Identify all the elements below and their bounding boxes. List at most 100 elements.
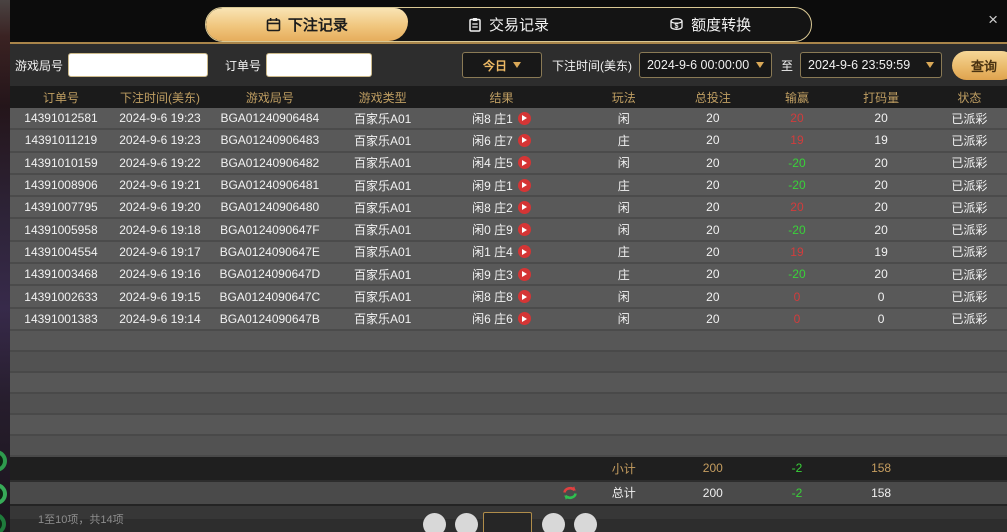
game-type: 百家乐A01 — [354, 245, 412, 260]
date-range-value: 今日 — [482, 58, 507, 73]
bet-time: 2024-9-6 19:23 — [119, 111, 201, 126]
result: 闲1 庄4 — [434, 242, 570, 262]
play-icon[interactable] — [517, 223, 531, 237]
date-to-picker[interactable]: 2024-9-6 23:59:59 — [800, 52, 942, 78]
chevron-down-icon — [926, 62, 934, 68]
tab-group: 下注记录 交易记录 $ 额度转换 — [205, 7, 812, 42]
order-number: 14391004554 — [24, 244, 98, 259]
tab-quota-transfer[interactable]: $ 额度转换 — [609, 8, 811, 41]
tab-transaction-records[interactable]: 交易记录 — [408, 8, 610, 41]
chip-icon — [0, 513, 6, 532]
round-number: BGA0124090647C — [219, 289, 321, 304]
bet-time: 2024-9-6 19:20 — [119, 200, 201, 215]
status: 已派彩 — [951, 133, 988, 148]
round-number: BGA01240906484 — [220, 111, 320, 126]
status: 已派彩 — [951, 200, 988, 215]
order-number: 14391002633 — [24, 289, 98, 304]
close-icon[interactable]: × — [988, 10, 998, 29]
col-status: 状态 — [957, 90, 982, 105]
chip-icon — [0, 450, 7, 472]
play-type: 庄 — [617, 267, 630, 282]
order-number: 14391005958 — [24, 222, 98, 237]
col-time: 下注时间(美东) — [119, 90, 200, 105]
tab-label: 额度转换 — [691, 17, 752, 34]
tab-label: 交易记录 — [489, 17, 550, 34]
play-type: 闲 — [617, 290, 630, 305]
table-row: 14391001383 2024-9-6 19:14 BGA0124090647B 百… — [10, 308, 1007, 331]
last-page-button[interactable] — [574, 512, 597, 532]
date-range-dropdown[interactable]: 今日 — [461, 52, 542, 78]
play-icon[interactable] — [517, 178, 531, 192]
win-loss: 19 — [790, 133, 804, 148]
play-icon[interactable] — [517, 267, 531, 281]
order-number: 14391001383 — [24, 311, 98, 326]
bet-time: 2024-9-6 19:18 — [119, 222, 201, 237]
play-icon[interactable] — [517, 156, 531, 170]
status: 已派彩 — [951, 267, 988, 282]
total-bet: 20 — [706, 133, 720, 148]
round-number: BGA0124090647E — [219, 244, 320, 259]
records-modal: 下注记录 交易记录 $ 额度转换 × 游戏局号 — [10, 0, 1007, 532]
col-turnover: 打码量 — [863, 90, 900, 105]
refresh-icon[interactable] — [562, 485, 578, 504]
subtotal-row: 小计 200 -2 158 — [10, 456, 1007, 480]
table-row: 14391008906 2024-9-6 19:21 BGA01240906481 百… — [10, 174, 1007, 198]
empty-row — [10, 393, 1007, 415]
tab-betting-records[interactable]: 下注记录 — [206, 8, 408, 41]
total-bet: 20 — [706, 200, 720, 215]
turnover: 20 — [874, 178, 888, 193]
total-row: 总计 200 -2 158 — [10, 481, 1007, 504]
result: 闲6 庄7 — [434, 130, 570, 150]
bet-time: 2024-9-6 19:15 — [119, 289, 201, 304]
total-bet: 20 — [706, 244, 720, 259]
turnover: 20 — [874, 200, 888, 215]
result: 闲9 庄3 — [434, 264, 570, 284]
filter-bar: 游戏局号 订单号 今日 下注时间(美东) 2024-9-6 00:00:00 至… — [10, 44, 1007, 86]
col-result: 结果 — [489, 90, 514, 105]
search-button[interactable]: 查询 — [952, 50, 1007, 80]
play-icon[interactable] — [517, 111, 531, 125]
table-row: 14391010159 2024-9-6 19:22 BGA01240906482 百… — [10, 152, 1007, 175]
result: 闲4 庄5 — [434, 153, 570, 173]
turnover: 20 — [874, 111, 888, 126]
play-type: 闲 — [617, 111, 630, 126]
bet-time: 2024-9-6 19:16 — [119, 267, 201, 282]
to-label: 至 — [780, 58, 793, 73]
bet-time: 2024-9-6 19:21 — [119, 178, 201, 193]
result: 闲8 庄2 — [434, 197, 570, 217]
game-background-strip — [0, 0, 10, 532]
table-row: 14391003468 2024-9-6 19:16 BGA0124090647D 百… — [10, 264, 1007, 287]
first-page-button[interactable] — [423, 512, 446, 532]
play-icon[interactable] — [517, 200, 531, 214]
play-icon[interactable] — [517, 133, 531, 147]
next-page-button[interactable] — [542, 512, 565, 532]
date-from-picker[interactable]: 2024-9-6 00:00:00 — [638, 52, 772, 78]
tab-bar: 下注记录 交易记录 $ 额度转换 × — [10, 0, 1007, 44]
game-type: 百家乐A01 — [354, 267, 412, 282]
win-loss: -20 — [788, 178, 806, 193]
game-type: 百家乐A01 — [354, 223, 412, 238]
play-icon[interactable] — [517, 312, 531, 326]
play-icon[interactable] — [517, 290, 531, 304]
result: 闲6 庄6 — [434, 309, 570, 329]
order-number-input[interactable] — [266, 53, 373, 77]
play-icon[interactable] — [517, 245, 531, 259]
turnover: 0 — [877, 289, 885, 304]
calendar-icon — [266, 17, 281, 32]
result: 闲8 庄1 — [434, 108, 570, 128]
page-number-box[interactable] — [483, 511, 532, 532]
chip-icon — [0, 483, 7, 505]
pagination-bar: 1至10项，共14项 — [10, 503, 1007, 532]
status: 已派彩 — [951, 156, 988, 171]
subtotal-label: 小计 — [611, 461, 636, 476]
round-number-input[interactable] — [68, 53, 209, 77]
order-number: 14391011219 — [24, 133, 98, 148]
total-bet: 20 — [706, 267, 720, 282]
svg-text:$: $ — [675, 23, 679, 30]
prev-page-button[interactable] — [455, 512, 478, 532]
empty-rows-area — [10, 330, 1007, 457]
turnover: 0 — [877, 311, 885, 326]
round-number: BGA01240906480 — [220, 200, 320, 215]
total-bet: 200 — [702, 485, 723, 500]
total-bet: 20 — [706, 178, 720, 193]
